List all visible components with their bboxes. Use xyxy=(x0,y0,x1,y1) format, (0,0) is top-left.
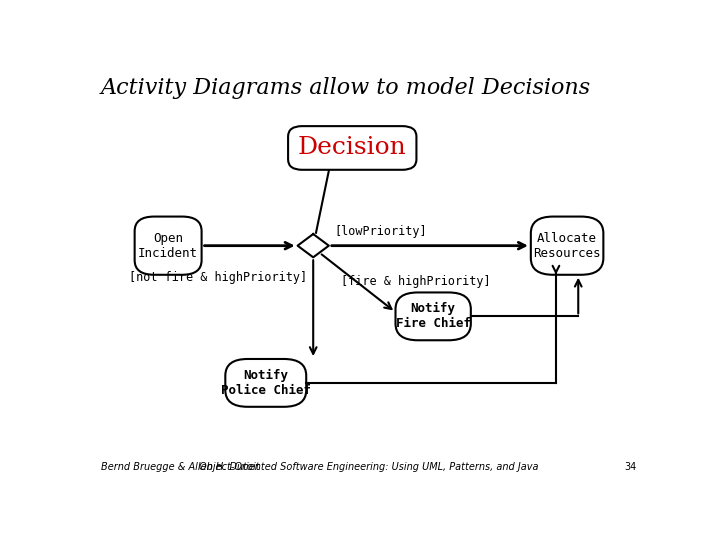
Text: [fire & highPriority]: [fire & highPriority] xyxy=(341,275,491,288)
Text: Notify
Police Chief: Notify Police Chief xyxy=(221,369,311,397)
Text: Decision: Decision xyxy=(298,137,407,159)
FancyBboxPatch shape xyxy=(288,126,416,170)
Polygon shape xyxy=(297,234,329,258)
Text: Bernd Bruegge & Allen H. Dutoit: Bernd Bruegge & Allen H. Dutoit xyxy=(101,462,260,472)
Text: Allocate
Resources: Allocate Resources xyxy=(534,232,600,260)
Text: Activity Diagrams allow to model Decisions: Activity Diagrams allow to model Decisio… xyxy=(101,77,591,99)
Text: 34: 34 xyxy=(624,462,637,472)
FancyBboxPatch shape xyxy=(225,359,306,407)
Text: [not fire & highPriority]: [not fire & highPriority] xyxy=(129,271,307,284)
Text: Notify
Fire Chief: Notify Fire Chief xyxy=(396,302,471,330)
Text: Object-Oriented Software Engineering: Using UML, Patterns, and Java: Object-Oriented Software Engineering: Us… xyxy=(199,462,539,472)
FancyBboxPatch shape xyxy=(531,217,603,275)
FancyBboxPatch shape xyxy=(135,217,202,275)
FancyBboxPatch shape xyxy=(395,293,471,340)
Text: [lowPriority]: [lowPriority] xyxy=(334,225,427,238)
Text: Open
Incident: Open Incident xyxy=(138,232,198,260)
